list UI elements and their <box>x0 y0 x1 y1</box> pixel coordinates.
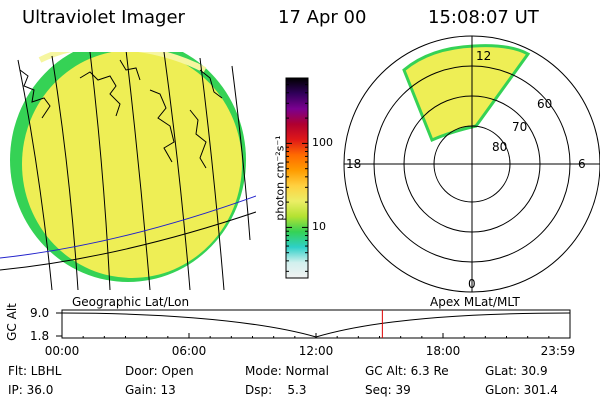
status-dsp: Dsp: 5.3 <box>245 383 307 397</box>
observation-time: 15:08:07 UT <box>428 7 539 28</box>
timeline-ytick-label-top: 9.0 <box>30 306 50 320</box>
polar-panel: 12 18 6 0 60 70 80 <box>343 35 600 293</box>
status-gc-alt: GC Alt: 6.3 Re <box>365 364 449 378</box>
mlat-label-60: 60 <box>537 97 552 111</box>
timeline-xtick-label: 18:00 <box>425 344 461 358</box>
mlat-label-70: 70 <box>512 120 527 134</box>
polar-auroral-image <box>402 44 531 143</box>
globe-limb-band <box>38 52 207 73</box>
mlt-label-12: 12 <box>476 49 491 63</box>
polar-image-clip <box>402 44 531 143</box>
mlat-label-80: 80 <box>492 140 507 154</box>
mlt-label-0: 0 <box>468 277 476 291</box>
status-seq: Seq: 39 <box>365 383 411 397</box>
colorbar-unit-label: photon cm⁻²s⁻¹ <box>273 135 287 221</box>
orbit-track <box>0 195 256 259</box>
status-door: Door: Open <box>125 364 194 378</box>
timeline-xtick-label: 23:59 <box>540 344 576 358</box>
status-filter: Flt: LBHL <box>8 364 62 378</box>
status-glon: GLon: 301.4 <box>485 383 558 397</box>
timeline-ytick-label-bottom: 1.8 <box>30 329 50 343</box>
colorbar-ticks <box>286 77 308 272</box>
status-mode: Mode: Normal <box>245 364 329 378</box>
timeline-xtick-label: 06:00 <box>171 344 207 358</box>
globe-panel <box>0 52 256 290</box>
timeline-panel <box>56 309 571 339</box>
mlt-label-18: 18 <box>346 157 361 171</box>
status-glat: GLat: 30.9 <box>485 364 548 378</box>
globe-coastlines <box>19 59 223 169</box>
timeline-xticks <box>61 333 571 338</box>
status-gain: Gain: 13 <box>125 383 176 397</box>
timeline-right-label: Apex MLat/MLT <box>430 295 520 309</box>
colorbar-tick-label: 10 <box>312 220 326 234</box>
colorbar <box>285 77 309 279</box>
colorbar-tick-label: 100 <box>312 136 333 150</box>
observation-date: 17 Apr 00 <box>278 7 367 28</box>
colorbar-bar <box>285 77 309 279</box>
mlt-label-6: 6 <box>578 157 586 171</box>
instrument-title: Ultraviolet Imager <box>22 7 185 28</box>
timeline-left-label: Geographic Lat/Lon <box>72 295 190 309</box>
timeline-xtick-label: 12:00 <box>298 344 334 358</box>
timeline-axis-title: GC Alt <box>5 303 19 341</box>
globe-meridians <box>17 52 251 290</box>
globe-image <box>22 52 242 278</box>
timeline-xtick-label: 00:00 <box>44 344 80 358</box>
status-ip: IP: 36.0 <box>8 383 54 397</box>
terminator-line <box>0 211 256 271</box>
